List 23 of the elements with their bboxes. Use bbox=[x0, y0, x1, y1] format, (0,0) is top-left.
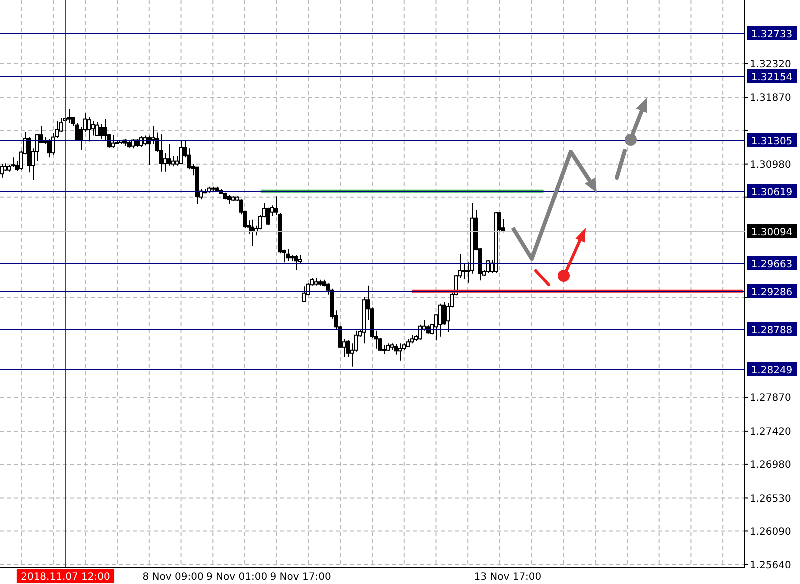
y-tick-label: 1.26980 bbox=[750, 460, 792, 472]
y-tick-label: 1.31870 bbox=[750, 93, 792, 104]
ref-line-label: 1.32733 bbox=[751, 30, 793, 40]
ref-line-label: 1.28788 bbox=[751, 326, 793, 336]
y-tick-label: 1.30980 bbox=[750, 160, 792, 171]
y-tick-label: 1.26090 bbox=[750, 526, 792, 538]
ref-line-label: 1.29286 bbox=[751, 288, 793, 298]
ref-line-label: 1.30094 bbox=[751, 228, 793, 238]
ref-line-label: 1.32154 bbox=[751, 72, 793, 84]
y-tick-label: 1.27420 bbox=[750, 426, 792, 438]
y-tick-label: 1.26530 bbox=[750, 494, 792, 505]
x-tick-label: 13 Nov 17:00 bbox=[474, 572, 542, 583]
y-tick-label: 1.32320 bbox=[750, 59, 792, 70]
x-tick-label: 8 Nov 09:00 bbox=[142, 572, 204, 583]
ref-line-label: 1.28249 bbox=[751, 366, 793, 376]
x-tick-label: 2018.11.07 12:00 bbox=[21, 572, 110, 583]
ref-line-label: 1.31305 bbox=[751, 136, 793, 148]
y-tick-label: 1.27870 bbox=[750, 393, 792, 404]
x-tick-label: 9 Nov 01:00 bbox=[206, 572, 268, 583]
ref-line-label: 1.29663 bbox=[751, 260, 793, 270]
ref-line-label: 1.30619 bbox=[751, 188, 793, 198]
y-tick-label: 1.25640 bbox=[750, 560, 792, 572]
x-tick-label: 9 Nov 17:00 bbox=[270, 572, 332, 583]
